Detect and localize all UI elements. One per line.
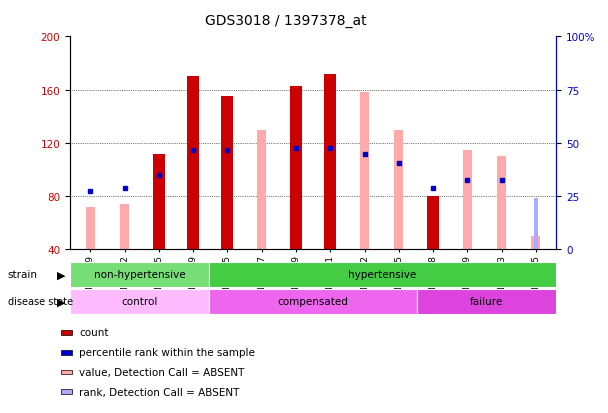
Text: non-hypertensive: non-hypertensive xyxy=(94,270,185,280)
Bar xyxy=(209,262,556,287)
Text: disease state: disease state xyxy=(8,297,73,306)
Bar xyxy=(153,154,165,250)
Bar xyxy=(187,77,199,250)
Text: value, Detection Call = ABSENT: value, Detection Call = ABSENT xyxy=(79,367,244,377)
Text: failure: failure xyxy=(470,297,503,306)
Bar xyxy=(209,289,417,314)
Bar xyxy=(226,152,230,250)
Text: GDS3018 / 1397378_at: GDS3018 / 1397378_at xyxy=(205,14,367,28)
Text: control: control xyxy=(121,297,157,306)
Bar xyxy=(86,207,95,250)
Bar xyxy=(221,97,233,250)
Text: ▶: ▶ xyxy=(57,270,66,280)
Bar xyxy=(534,199,538,250)
Text: rank, Detection Call = ABSENT: rank, Detection Call = ABSENT xyxy=(79,387,240,397)
Bar xyxy=(497,157,506,250)
Text: ▶: ▶ xyxy=(57,297,66,306)
Bar xyxy=(395,130,403,250)
Bar xyxy=(290,86,302,250)
Bar xyxy=(70,289,209,314)
Bar xyxy=(463,150,472,250)
Bar xyxy=(70,262,209,287)
Bar xyxy=(360,93,369,250)
Text: percentile rank within the sample: percentile rank within the sample xyxy=(79,347,255,357)
Bar xyxy=(531,237,540,250)
Text: strain: strain xyxy=(8,270,38,280)
Bar xyxy=(427,197,439,250)
Text: count: count xyxy=(79,328,109,337)
Bar xyxy=(417,289,556,314)
Bar xyxy=(257,130,266,250)
Text: hypertensive: hypertensive xyxy=(348,270,416,280)
Bar xyxy=(324,74,336,250)
Text: compensated: compensated xyxy=(278,297,348,306)
Bar xyxy=(120,205,129,250)
